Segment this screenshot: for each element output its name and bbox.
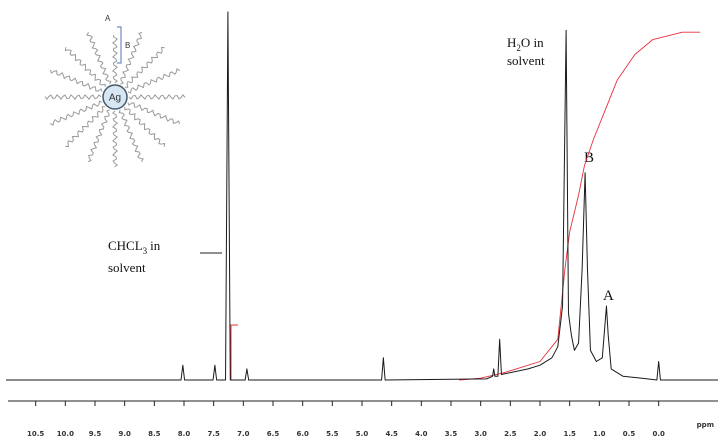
annotation: solvent [108, 260, 146, 275]
x-tick-label: 0.0 [652, 430, 665, 438]
ligand-chain [118, 109, 144, 163]
ligand-chain [44, 94, 102, 101]
ligand-chain [65, 106, 105, 148]
ligand-chain [125, 46, 165, 88]
nanoparticle-label: Ag [109, 93, 121, 104]
line [459, 31, 701, 381]
chain-end-label: A [105, 14, 111, 23]
ligand-chain [111, 34, 118, 84]
x-tick-label: 4.0 [415, 430, 428, 438]
x-tick-label: 7.5 [207, 430, 220, 438]
x-tick-label: 8.0 [178, 430, 191, 438]
integral-bracket [230, 324, 238, 380]
x-tick-label: 4.5 [385, 430, 398, 438]
annotation-text: 3 [143, 246, 148, 256]
x-tick-label: 2.5 [504, 430, 517, 438]
ligand-chain [86, 31, 112, 85]
ligand-chain [127, 68, 181, 94]
ligand-chain [64, 47, 106, 87]
x-tick-label: 6.5 [267, 430, 280, 438]
annotation-text: H [507, 35, 516, 50]
ligand-chain [112, 110, 119, 168]
annotation-text: 2 [516, 43, 521, 53]
x-tick-label: 2.0 [534, 430, 547, 438]
x-tick-label: 8.5 [148, 430, 161, 438]
annotation: solvent [507, 53, 545, 68]
nanoparticle [102, 84, 128, 110]
ligand-chain [120, 32, 143, 85]
x-tick-label: 9.5 [89, 430, 102, 438]
x-tick-label: 10.5 [27, 430, 44, 438]
x-tick-label: 5.5 [326, 430, 339, 438]
ligand-chain [128, 93, 186, 100]
annotation: B [584, 150, 594, 166]
ligand-chain [49, 100, 103, 126]
annotation: CHCL3 in [108, 238, 161, 256]
x-tick-label: 1.5 [563, 430, 576, 438]
ligand-chain [87, 109, 110, 162]
annotation-text: in [150, 238, 161, 253]
x-tick-label: 5.0 [356, 430, 369, 438]
annotation: A [603, 288, 614, 304]
x-tick-label: 7.0 [237, 430, 250, 438]
x-axis-label: ppm [697, 421, 714, 429]
inset-diagram: Ag A B [44, 14, 186, 168]
x-tick-label: 3.5 [445, 430, 458, 438]
x-tick-label: 3.0 [474, 430, 487, 438]
x-tick-label: 6.0 [296, 430, 309, 438]
x-tick-label: 9.0 [118, 430, 131, 438]
annotation: H2O in [507, 35, 544, 53]
x-tick-label: 10.0 [57, 430, 74, 438]
line [6, 11, 718, 381]
segment-bracket [117, 26, 122, 64]
x-tick-label: 0.5 [623, 430, 636, 438]
ligand-chain [50, 69, 103, 92]
annotation-text: O in [521, 35, 544, 50]
segment-label: B [125, 41, 130, 50]
ligand-chain [127, 102, 180, 125]
ligand-chain [124, 107, 166, 147]
x-tick-label: 1.0 [593, 430, 606, 438]
annotation-text: CHCL [108, 238, 143, 253]
